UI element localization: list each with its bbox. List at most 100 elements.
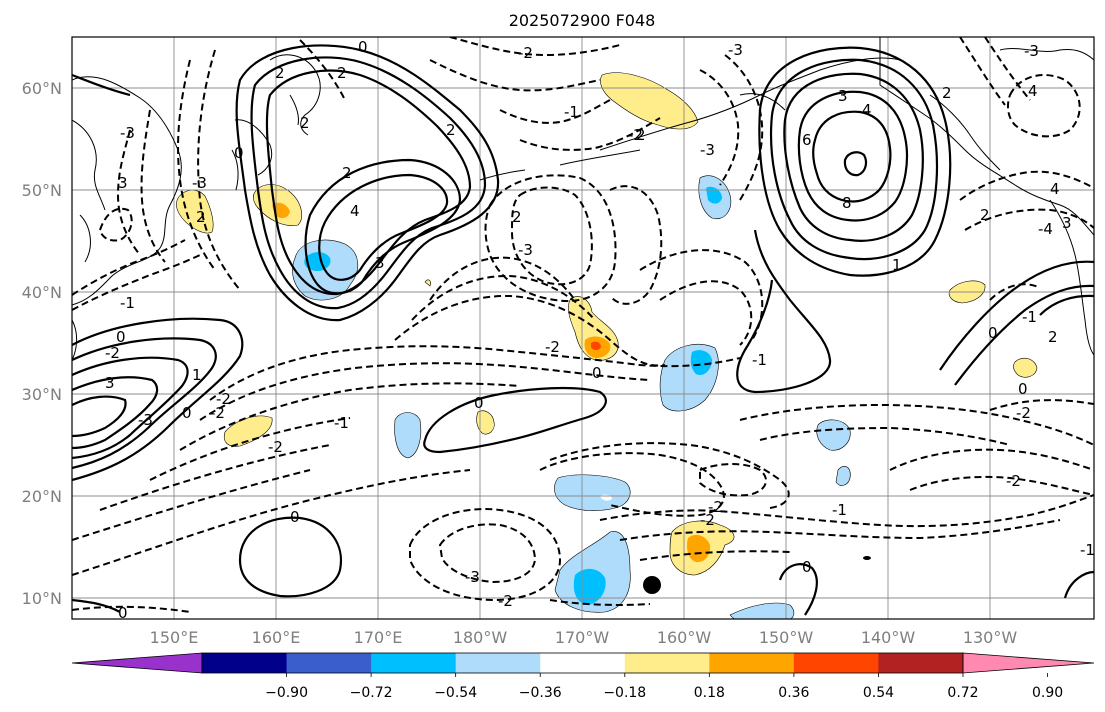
colorbar-tick-label: −0.72 bbox=[350, 685, 393, 701]
lon-label: 130°W bbox=[963, 628, 1018, 647]
colorbar-segment bbox=[371, 653, 457, 673]
svg-text:-2: -2 bbox=[498, 592, 513, 610]
svg-text:-1: -1 bbox=[564, 103, 579, 121]
svg-text:3: 3 bbox=[838, 87, 848, 105]
colorbar-tick-label: −0.90 bbox=[265, 685, 308, 701]
svg-text:-1: -1 bbox=[832, 501, 847, 519]
svg-text:2: 2 bbox=[512, 208, 522, 226]
svg-text:3: 3 bbox=[375, 254, 385, 272]
svg-text:4: 4 bbox=[1028, 82, 1038, 100]
colorbar-segment bbox=[455, 653, 541, 673]
svg-text:-2: -2 bbox=[700, 511, 715, 529]
svg-text:2: 2 bbox=[337, 64, 347, 82]
colorbar-tick-label: 0.54 bbox=[863, 685, 894, 701]
lon-label: 160°E bbox=[252, 628, 301, 647]
svg-text:0: 0 bbox=[802, 558, 812, 576]
lon-label: 180°W bbox=[453, 628, 508, 647]
longitude-labels: 150°E 160°E 170°E 180°W 170°W 160°W 150°… bbox=[150, 628, 1018, 647]
svg-text:-2: -2 bbox=[210, 404, 225, 422]
colorbar-segment bbox=[624, 653, 710, 673]
red-anomaly-spot bbox=[591, 341, 601, 350]
svg-text:-3: -3 bbox=[1024, 42, 1039, 60]
svg-text:-3: -3 bbox=[700, 141, 715, 159]
map-area: 0 2 2 2 -3 3 -3 2 -2 0 2 2 2 3 4 -2 2 -1… bbox=[72, 37, 1095, 619]
colorbar-segment bbox=[202, 653, 288, 673]
coastlines bbox=[72, 37, 1094, 361]
svg-text:-1: -1 bbox=[1080, 541, 1095, 559]
svg-text:8: 8 bbox=[842, 194, 852, 212]
colorbar-extend-high bbox=[962, 652, 1095, 674]
svg-text:-2: -2 bbox=[268, 438, 283, 456]
svg-text:2: 2 bbox=[300, 114, 310, 132]
colorbar-tick-label: −0.36 bbox=[519, 685, 562, 701]
colorbar-segment bbox=[540, 653, 626, 673]
svg-text:3: 3 bbox=[118, 174, 128, 192]
svg-text:-3: -3 bbox=[138, 411, 153, 429]
svg-text:2: 2 bbox=[196, 208, 206, 226]
colorbar-tick-label: −0.54 bbox=[434, 685, 477, 701]
svg-text:3: 3 bbox=[105, 374, 115, 392]
colorbar-segment bbox=[878, 653, 964, 673]
svg-text:-1: -1 bbox=[334, 414, 349, 432]
lon-label: 150°E bbox=[150, 628, 199, 647]
svg-text:0: 0 bbox=[474, 394, 484, 412]
colorbar-tick-label: 0.90 bbox=[1032, 685, 1063, 701]
svg-text:-2: -2 bbox=[708, 498, 723, 516]
map-title: 2025072900 F048 bbox=[509, 11, 656, 30]
svg-text:-2: -2 bbox=[518, 44, 533, 62]
svg-text:-2: -2 bbox=[1016, 404, 1031, 422]
svg-text:0: 0 bbox=[290, 508, 300, 526]
colorbar-segment bbox=[793, 653, 879, 673]
lon-label: 150°W bbox=[759, 628, 814, 647]
svg-text:6: 6 bbox=[802, 131, 812, 149]
svg-text:2: 2 bbox=[1048, 328, 1058, 346]
colorbar-tick-label: 0.36 bbox=[778, 685, 809, 701]
lat-label: 10°N bbox=[22, 589, 62, 608]
svg-text:-4: -4 bbox=[1038, 220, 1053, 238]
solid-contours bbox=[72, 44, 1094, 616]
svg-text:0: 0 bbox=[358, 38, 368, 56]
contour-labels: 0 2 2 2 -3 3 -3 2 -2 0 2 2 2 3 4 -2 2 -1… bbox=[105, 38, 1095, 619]
colorbar-tick-label: 0.18 bbox=[694, 685, 725, 701]
svg-text:-3: -3 bbox=[120, 124, 135, 142]
lon-label: 170°W bbox=[555, 628, 610, 647]
svg-text:-1: -1 bbox=[1022, 308, 1037, 326]
lon-label: 160°W bbox=[657, 628, 712, 647]
svg-text:4: 4 bbox=[1050, 180, 1060, 198]
svg-text:2: 2 bbox=[636, 126, 646, 144]
graticule bbox=[72, 37, 1094, 619]
lat-label: 30°N bbox=[22, 385, 62, 404]
colorbar-segment bbox=[709, 653, 795, 673]
strong-negative-anomaly-shading bbox=[304, 186, 722, 605]
station-dot-marker bbox=[643, 576, 661, 594]
svg-text:-3: -3 bbox=[465, 568, 480, 586]
svg-text:-2: -2 bbox=[1006, 472, 1021, 490]
svg-text:2: 2 bbox=[980, 206, 990, 224]
svg-text:0: 0 bbox=[988, 324, 998, 342]
svg-text:2: 2 bbox=[275, 64, 285, 82]
lon-label: 170°E bbox=[354, 628, 403, 647]
svg-text:4: 4 bbox=[862, 101, 872, 119]
svg-text:2: 2 bbox=[342, 164, 352, 182]
svg-text:0: 0 bbox=[116, 328, 126, 346]
lon-label: 140°W bbox=[861, 628, 916, 647]
svg-text:3: 3 bbox=[1062, 214, 1072, 232]
svg-text:-3: -3 bbox=[192, 174, 207, 192]
lat-label: 50°N bbox=[22, 181, 62, 200]
svg-text:0: 0 bbox=[234, 144, 244, 162]
svg-text:-3: -3 bbox=[518, 241, 533, 259]
negative-anomaly-shading bbox=[292, 175, 851, 619]
dashed-contours bbox=[72, 37, 1094, 613]
svg-text:-2: -2 bbox=[105, 344, 120, 362]
svg-text:1: 1 bbox=[192, 366, 202, 384]
colorbar-tick-label: 0.72 bbox=[947, 685, 978, 701]
svg-text:0: 0 bbox=[182, 404, 192, 422]
svg-text:2: 2 bbox=[446, 121, 456, 139]
svg-text:-2: -2 bbox=[216, 390, 231, 408]
small-dot-marker bbox=[863, 556, 871, 560]
svg-text:-1: -1 bbox=[752, 351, 767, 369]
lat-label: 40°N bbox=[22, 283, 62, 302]
svg-text:4: 4 bbox=[350, 202, 360, 220]
svg-text:1: 1 bbox=[892, 256, 902, 274]
